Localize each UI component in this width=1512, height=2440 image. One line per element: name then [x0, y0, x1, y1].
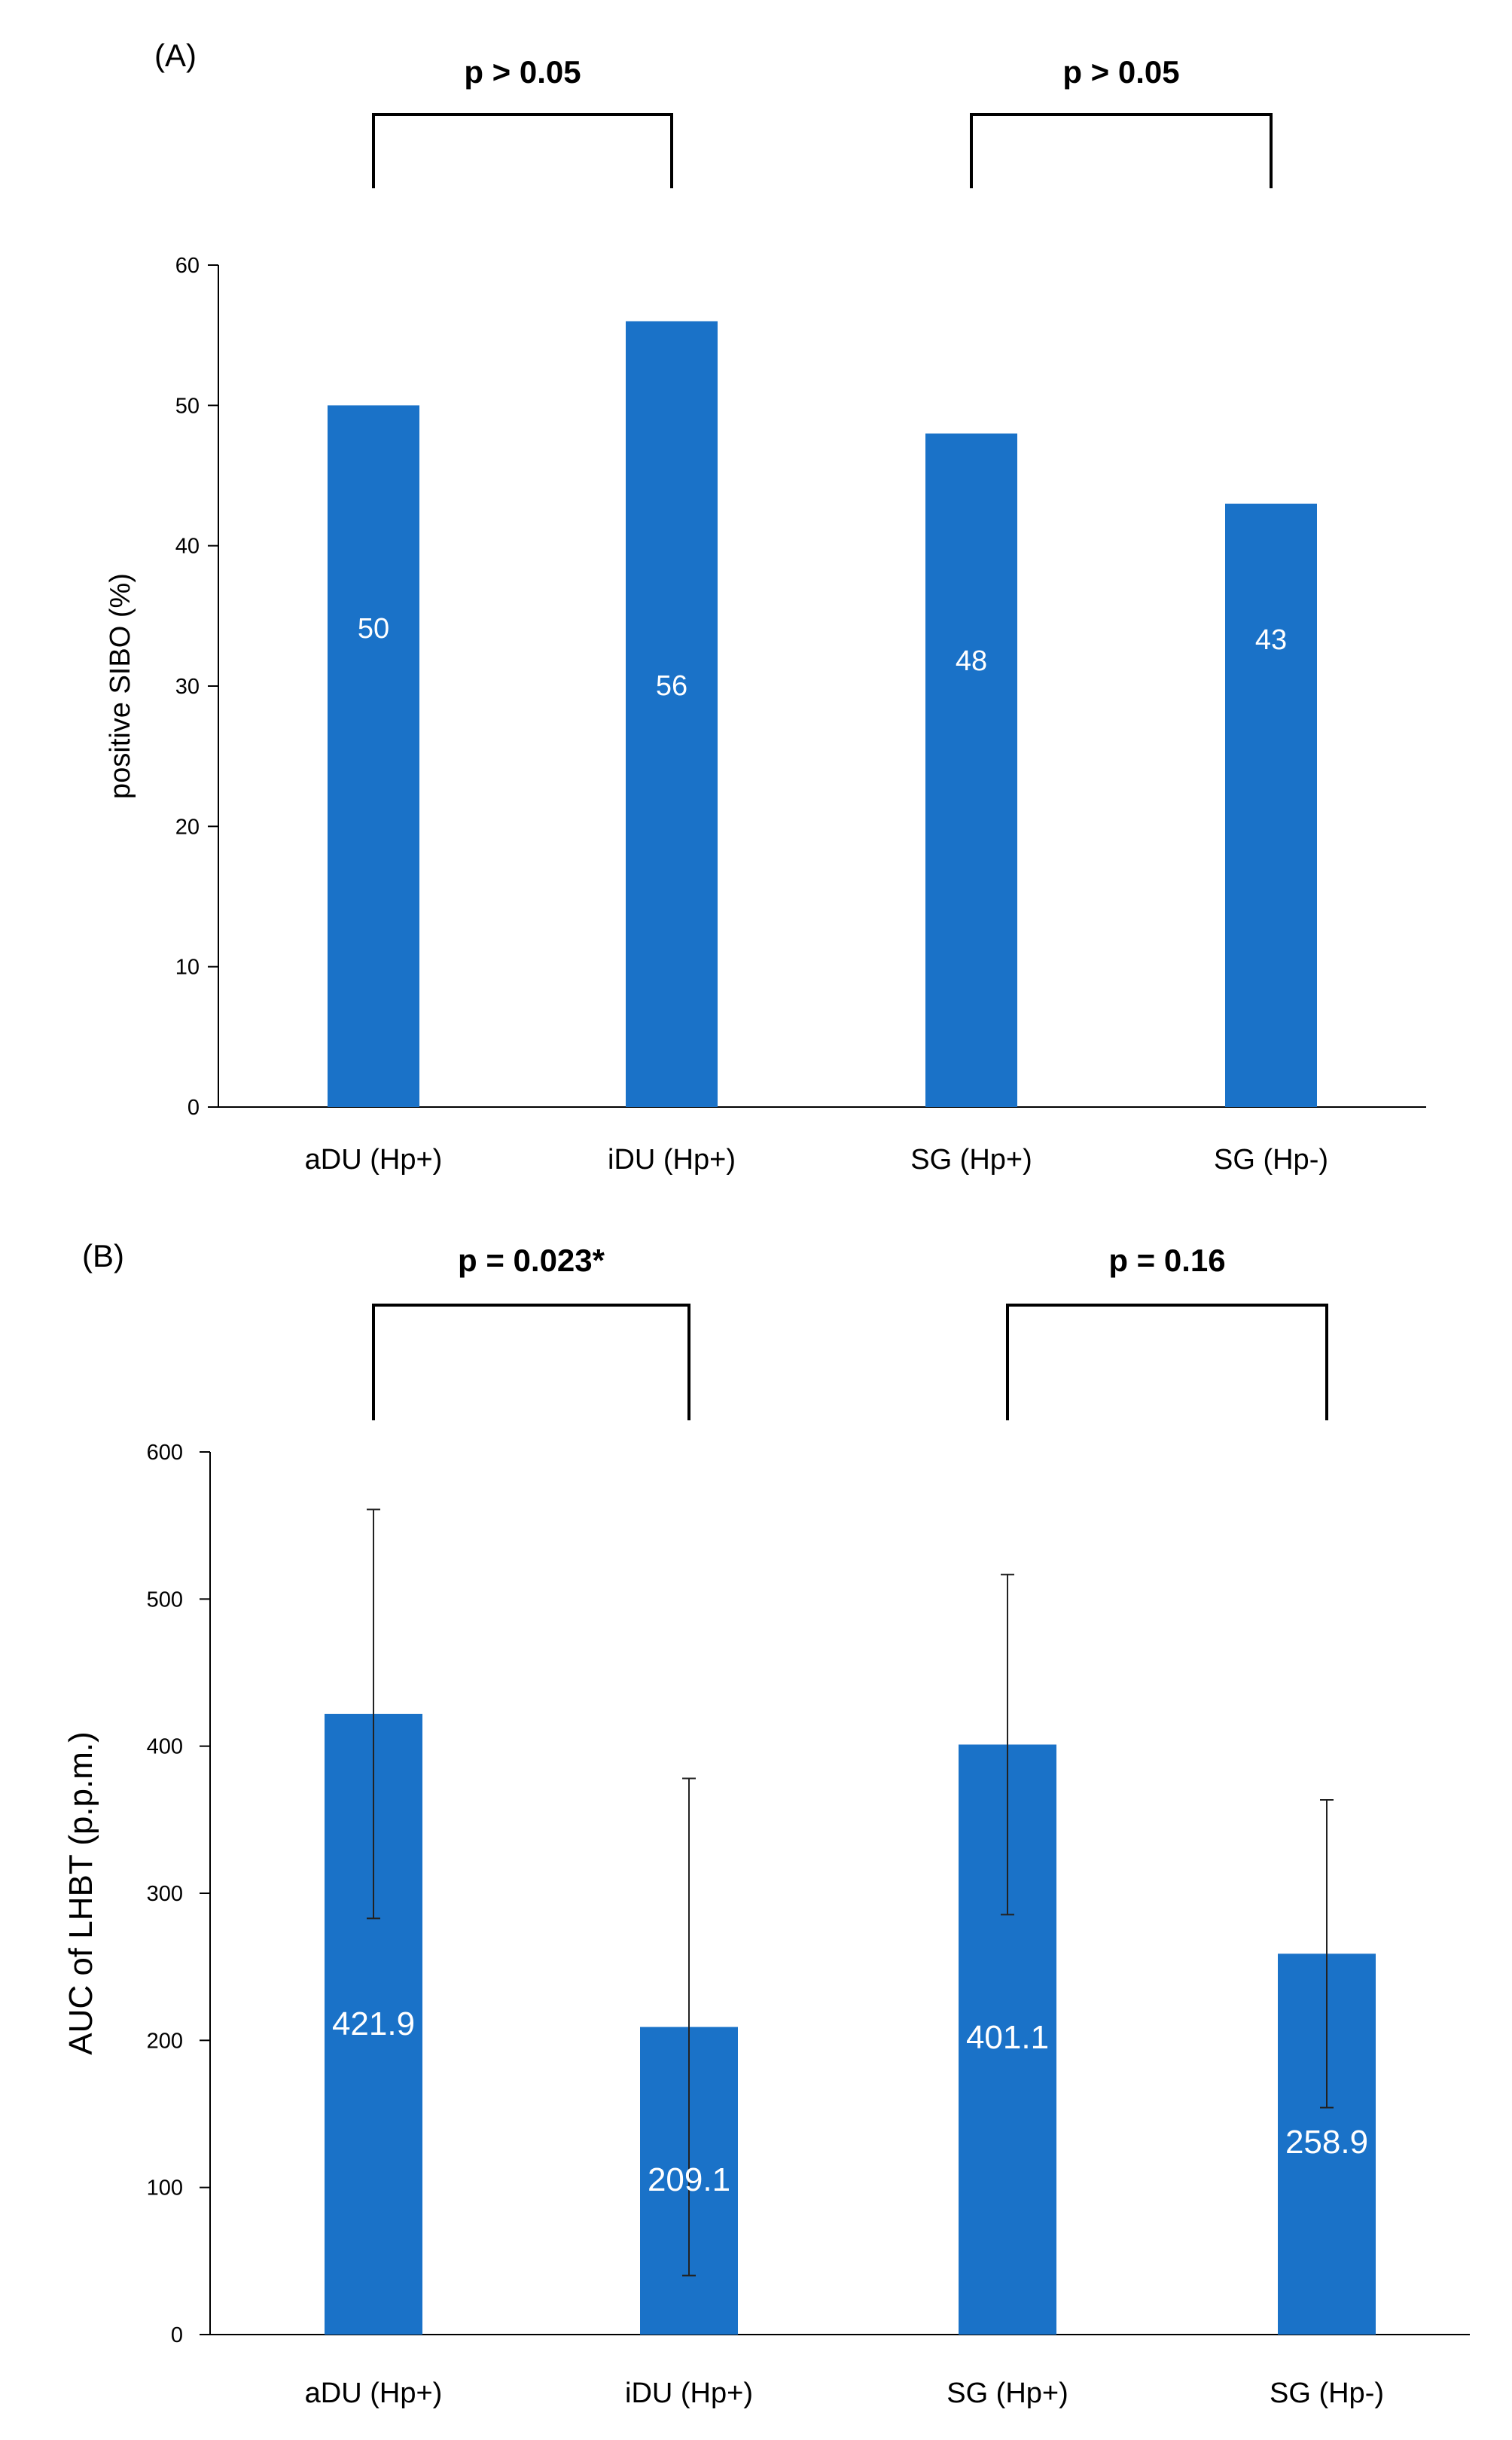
significance-bracket	[1006, 1304, 1328, 1420]
bar	[626, 321, 718, 1107]
x-tick-label: aDU (Hp+)	[305, 1144, 443, 1176]
y-tick-label: 30	[175, 675, 200, 699]
x-tick-label: iDU (Hp+)	[608, 1144, 736, 1176]
y-tick-label: 300	[147, 1882, 183, 1906]
y-tick-label: 100	[147, 2176, 183, 2201]
y-tick-label: 0	[171, 2323, 183, 2347]
y-axis-title: AUC of LHBT (p.p.m.)	[62, 1731, 99, 2055]
y-tick-label: 40	[175, 535, 200, 559]
chart-panel-b: (B) AUC of LHBT (p.p.m.) 0 100 200 300 400 500 6…	[62, 1238, 1470, 2409]
y-tick-label: 600	[147, 1441, 183, 1465]
significance-label: p = 0.16	[1108, 1243, 1225, 1278]
bar	[925, 433, 1017, 1107]
significance-label: p > 0.05	[1062, 54, 1179, 90]
x-tick-label: aDU (Hp+)	[305, 2377, 443, 2409]
y-tick-label: 0	[187, 1096, 200, 1120]
x-tick-label: iDU (Hp+)	[625, 2377, 753, 2409]
significance-bracket	[372, 1304, 690, 1420]
bar	[328, 405, 419, 1107]
chart-panel-a: (A) positive SIBO (%) 0 10 20 30 40 50 60 50 56 48 4…	[105, 38, 1426, 1176]
data-label: 43	[1255, 624, 1287, 656]
y-tick-label: 20	[175, 815, 200, 839]
data-label: 258.9	[1285, 2124, 1368, 2161]
y-tick-label: 10	[175, 956, 200, 980]
bar	[1225, 503, 1317, 1107]
x-tick-label: SG (Hp-)	[1214, 1144, 1328, 1176]
y-tick-label: 500	[147, 1588, 183, 1612]
data-label: 50	[358, 613, 389, 645]
significance-bracket	[970, 113, 1273, 188]
x-tick-label: SG (Hp+)	[947, 2377, 1068, 2409]
data-label: 209.1	[648, 2161, 730, 2198]
data-label: 421.9	[332, 2005, 415, 2042]
panel-label: (A)	[154, 38, 197, 73]
data-label: 401.1	[966, 2019, 1049, 2056]
y-axis-title: positive SIBO (%)	[105, 573, 136, 799]
data-label: 56	[656, 670, 687, 702]
y-tick-label: 200	[147, 2029, 183, 2053]
y-tick-label: 50	[175, 394, 200, 418]
y-tick-label: 400	[147, 1735, 183, 1759]
x-tick-label: SG (Hp+)	[910, 1144, 1032, 1176]
data-label: 48	[956, 645, 987, 677]
significance-bracket	[372, 113, 673, 188]
panel-label: (B)	[82, 1238, 124, 1273]
x-tick-label: SG (Hp-)	[1270, 2377, 1384, 2409]
significance-label: p > 0.05	[464, 54, 581, 90]
y-tick-label: 60	[175, 254, 200, 278]
significance-label: p = 0.023*	[458, 1243, 605, 1278]
